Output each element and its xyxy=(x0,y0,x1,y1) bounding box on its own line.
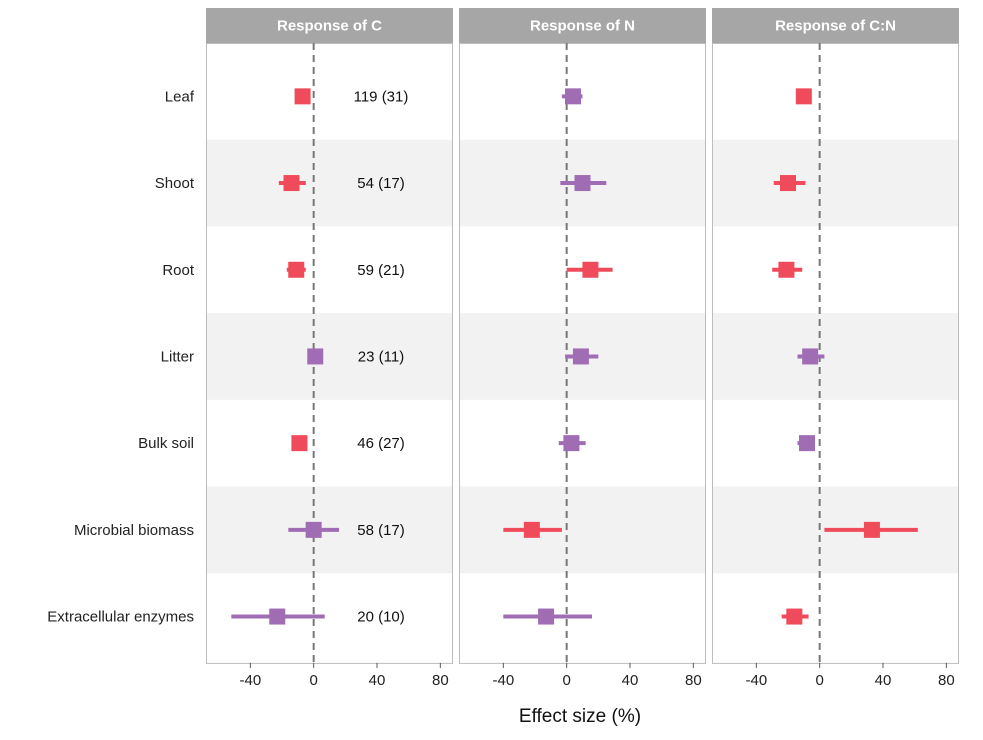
effect-size-point xyxy=(291,435,308,452)
sample-size-label: 46 (27) xyxy=(357,435,405,452)
effect-size-point xyxy=(802,348,819,365)
facet-title: Response of C xyxy=(277,18,382,35)
effect-size-point xyxy=(795,88,812,105)
x-tick-label: 40 xyxy=(622,672,639,689)
effect-size-point xyxy=(582,261,599,278)
facet-strip xyxy=(206,8,453,43)
category-label: Litter xyxy=(161,348,194,365)
x-tick-label: -40 xyxy=(239,672,261,689)
effect-size-point xyxy=(863,521,880,538)
effect-size-point xyxy=(563,435,580,452)
effect-size-point xyxy=(523,521,540,538)
x-axis-title: Effect size (%) xyxy=(519,706,641,727)
facet-title: Response of N xyxy=(530,18,635,35)
x-tick-label: 40 xyxy=(875,672,892,689)
category-label: Leaf xyxy=(165,88,195,105)
effect-size-point xyxy=(305,521,322,538)
x-tick-label: 0 xyxy=(562,672,570,689)
effect-size-point xyxy=(269,608,286,625)
panel-border xyxy=(459,43,706,664)
x-tick-label: 0 xyxy=(309,672,317,689)
x-tick-label: 80 xyxy=(938,672,955,689)
sample-size-label: 119 (31) xyxy=(354,88,409,105)
row-band xyxy=(459,486,706,574)
row-band xyxy=(206,313,453,400)
effect-size-point xyxy=(565,88,581,105)
effect-size-point xyxy=(307,348,324,365)
facet-title: Response of C:N xyxy=(775,18,896,35)
x-tick-label: 80 xyxy=(432,672,449,689)
category-label: Bulk soil xyxy=(138,435,194,452)
row-band xyxy=(712,313,959,400)
effect-size-point xyxy=(283,175,300,192)
x-tick-label: 40 xyxy=(369,672,386,689)
effect-size-point xyxy=(799,435,815,452)
effect-size-point xyxy=(778,261,795,278)
category-label: Shoot xyxy=(155,175,195,192)
category-label: Microbial biomass xyxy=(74,522,194,539)
row-band xyxy=(206,139,453,227)
sample-size-label: 23 (11) xyxy=(358,348,404,365)
sample-size-label: 58 (17) xyxy=(357,522,405,539)
category-label: Root xyxy=(162,262,195,279)
panel-border xyxy=(712,43,959,664)
facet-strip xyxy=(459,8,706,43)
effect-size-point xyxy=(538,608,555,625)
panel-border xyxy=(206,43,453,664)
facet-strip xyxy=(712,8,959,43)
effect-size-point xyxy=(786,608,803,625)
category-label: Extracellular enzymes xyxy=(47,609,194,626)
sample-size-label: 20 (10) xyxy=(357,609,405,626)
effect-size-point xyxy=(574,175,591,192)
x-tick-label: -40 xyxy=(745,672,767,689)
effect-size-point xyxy=(288,261,305,278)
sample-size-label: 54 (17) xyxy=(357,175,405,192)
effect-size-point xyxy=(780,175,796,192)
effect-size-point xyxy=(294,88,311,105)
sample-size-label: 59 (21) xyxy=(357,262,405,279)
row-band xyxy=(712,139,959,227)
x-tick-label: 0 xyxy=(815,672,823,689)
x-tick-label: -40 xyxy=(492,672,514,689)
effect-size-point xyxy=(572,348,589,365)
x-tick-label: 80 xyxy=(685,672,702,689)
